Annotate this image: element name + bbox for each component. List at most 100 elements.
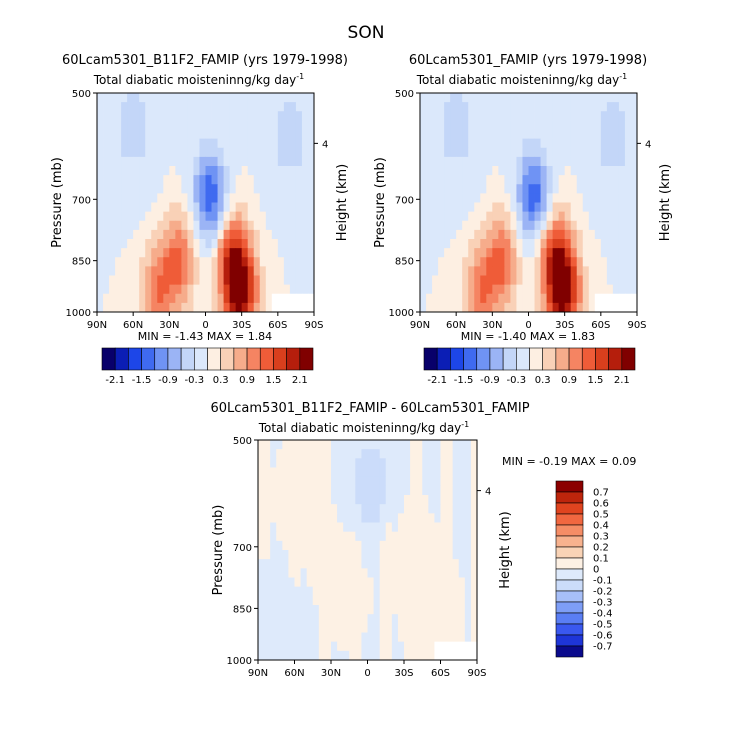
field-cell <box>432 166 439 176</box>
field-cell <box>145 184 152 194</box>
field-cell <box>294 550 301 560</box>
field-cell <box>307 111 315 121</box>
field-cell <box>276 614 283 624</box>
field-cell <box>428 440 435 450</box>
field-cell <box>570 257 578 267</box>
field-cell <box>109 166 116 176</box>
field-cell <box>283 266 291 276</box>
field-cell <box>588 184 596 194</box>
field-cell <box>121 275 128 286</box>
field-cell <box>217 111 224 121</box>
field-cell <box>600 93 608 103</box>
field-cell <box>282 632 289 643</box>
field-cell <box>452 623 460 633</box>
field-cell <box>534 184 541 194</box>
field-cell <box>410 550 417 560</box>
field-cell <box>618 239 626 249</box>
field-cell <box>181 284 188 295</box>
field-cell <box>582 302 590 313</box>
field-cell <box>187 284 194 295</box>
field-cell <box>277 275 285 286</box>
field-cell <box>612 211 620 222</box>
field-cell <box>343 449 350 459</box>
field-cell <box>618 284 626 295</box>
field-cell <box>109 257 116 267</box>
field-cell <box>276 440 283 450</box>
field-cell <box>139 129 146 140</box>
field-cell <box>379 540 387 551</box>
field-cell <box>570 211 578 222</box>
field-cell <box>528 156 535 167</box>
field-cell <box>522 248 529 258</box>
field-cell <box>618 147 626 158</box>
field-cell <box>139 202 146 213</box>
field-cell <box>438 229 445 240</box>
field-cell <box>247 156 255 167</box>
field-cell <box>428 550 435 560</box>
field-cell <box>205 156 212 167</box>
field-cell <box>217 156 224 167</box>
field-cell <box>391 550 399 560</box>
x-tick-label: 60N <box>284 668 304 679</box>
field-cell <box>223 111 231 121</box>
field-cell <box>109 275 116 286</box>
field-cell <box>181 302 188 313</box>
field-cell <box>504 156 511 167</box>
x-tick-label: 90S <box>467 668 486 679</box>
field-cell <box>564 248 572 258</box>
field-cell <box>422 495 429 505</box>
field-cell <box>582 193 590 203</box>
field-cell <box>612 284 620 295</box>
field-cell <box>486 166 493 176</box>
field-cell <box>558 293 566 304</box>
colorbar-swatch <box>299 347 314 371</box>
field-cell <box>306 458 314 468</box>
field-cell <box>247 248 255 258</box>
field-cell <box>300 586 308 597</box>
field-cell <box>349 504 356 514</box>
field-cell <box>446 495 454 505</box>
field-cell <box>337 495 344 505</box>
field-cell <box>355 550 362 560</box>
field-cell <box>288 495 295 505</box>
field-cell <box>181 257 188 267</box>
field-cell <box>440 623 447 633</box>
field-cell <box>288 531 295 542</box>
field-cell <box>337 467 344 478</box>
field-cell <box>139 239 146 249</box>
field-cell <box>582 175 590 185</box>
field-cell <box>223 175 231 185</box>
field-cell <box>270 522 277 533</box>
field-cell <box>145 193 152 203</box>
field-cell <box>301 184 309 194</box>
field-cell <box>391 595 399 606</box>
field-cell <box>187 111 194 121</box>
field-cell <box>283 229 291 240</box>
field-cell <box>163 175 170 185</box>
field-cell <box>420 257 427 267</box>
field-cell <box>109 211 116 222</box>
field-cell <box>498 284 505 295</box>
field-cell <box>318 559 326 569</box>
field-cell <box>428 531 435 542</box>
field-cell <box>223 284 231 295</box>
field-cell <box>277 147 285 158</box>
field-cell <box>385 467 393 478</box>
field-cell <box>331 458 338 468</box>
field-cell <box>181 248 188 258</box>
field-cell <box>193 111 200 121</box>
field-cell <box>492 147 499 158</box>
field-cell <box>343 458 350 468</box>
field-cell <box>199 275 206 286</box>
field-cell <box>522 193 529 203</box>
field-cell <box>452 632 460 643</box>
field-cell <box>265 302 273 313</box>
field-cell <box>504 293 511 304</box>
field-cell <box>576 193 584 203</box>
field-cell <box>109 266 116 276</box>
field-cell <box>432 93 439 103</box>
field-cell <box>318 595 326 606</box>
field-cell <box>432 220 439 231</box>
field-cell <box>528 266 535 276</box>
field-cell <box>229 257 237 267</box>
